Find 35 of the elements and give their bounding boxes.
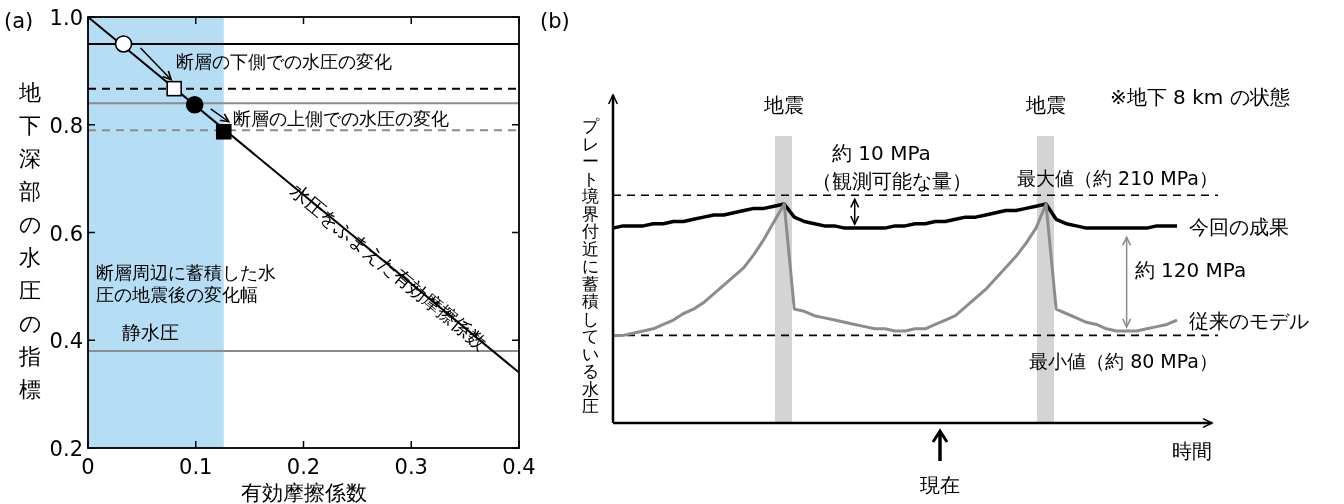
annotation: 約 120 MPa [1134, 258, 1247, 282]
chart-title: (b) [540, 9, 570, 33]
x-axis-title: 時間 [1172, 439, 1212, 463]
text: 地震 [1024, 93, 1066, 117]
point [166, 80, 182, 97]
y-tick-label: 0.8 [49, 113, 83, 138]
text: （観測可能な量） [812, 169, 972, 193]
annotation: 断層の上側での水圧の変化 [232, 107, 449, 129]
point [215, 123, 232, 140]
y-tick-label: 1.0 [49, 6, 83, 30]
series-label: 従来のモデル [1189, 309, 1309, 334]
text: 地震 [762, 93, 804, 117]
x-tick-label: 0.4 [502, 455, 536, 479]
x-tick-label: 0 [81, 455, 95, 479]
series-label: 今回の成果 [1189, 214, 1289, 239]
y-tick-label: 0.6 [49, 221, 83, 246]
text: プレート境界付近に蓄積している水圧 [581, 116, 599, 416]
chart-title: (a) [4, 9, 34, 33]
x-tick-label: 0.2 [286, 455, 321, 479]
text: 現在 [920, 473, 960, 497]
y-tick-label: 0.4 [49, 329, 83, 354]
x-tick-label: 0.1 [179, 455, 213, 479]
text: 地下深部の水圧の指標 [18, 80, 42, 402]
text: 約 10 MPa [832, 141, 931, 165]
point [114, 35, 133, 53]
band-label: 断層周辺に蓄積した水圧の地震後の変化幅 [96, 262, 277, 306]
annotation: 断層の下側での水圧の変化 [176, 50, 393, 72]
ref-line-label: 最大値（約 210 MPa） [1017, 167, 1218, 190]
ref-line-label: 最小値（約 80 MPa） [1029, 350, 1218, 373]
text: ※地下 8 km の状態 [1110, 85, 1290, 109]
ref-line-label: 静水圧 [122, 321, 179, 344]
point [185, 96, 204, 114]
y-tick-label: 0.2 [49, 437, 83, 461]
x-tick-label: 0.3 [394, 455, 428, 479]
x-axis-title: 有効摩擦係数 [240, 481, 367, 504]
